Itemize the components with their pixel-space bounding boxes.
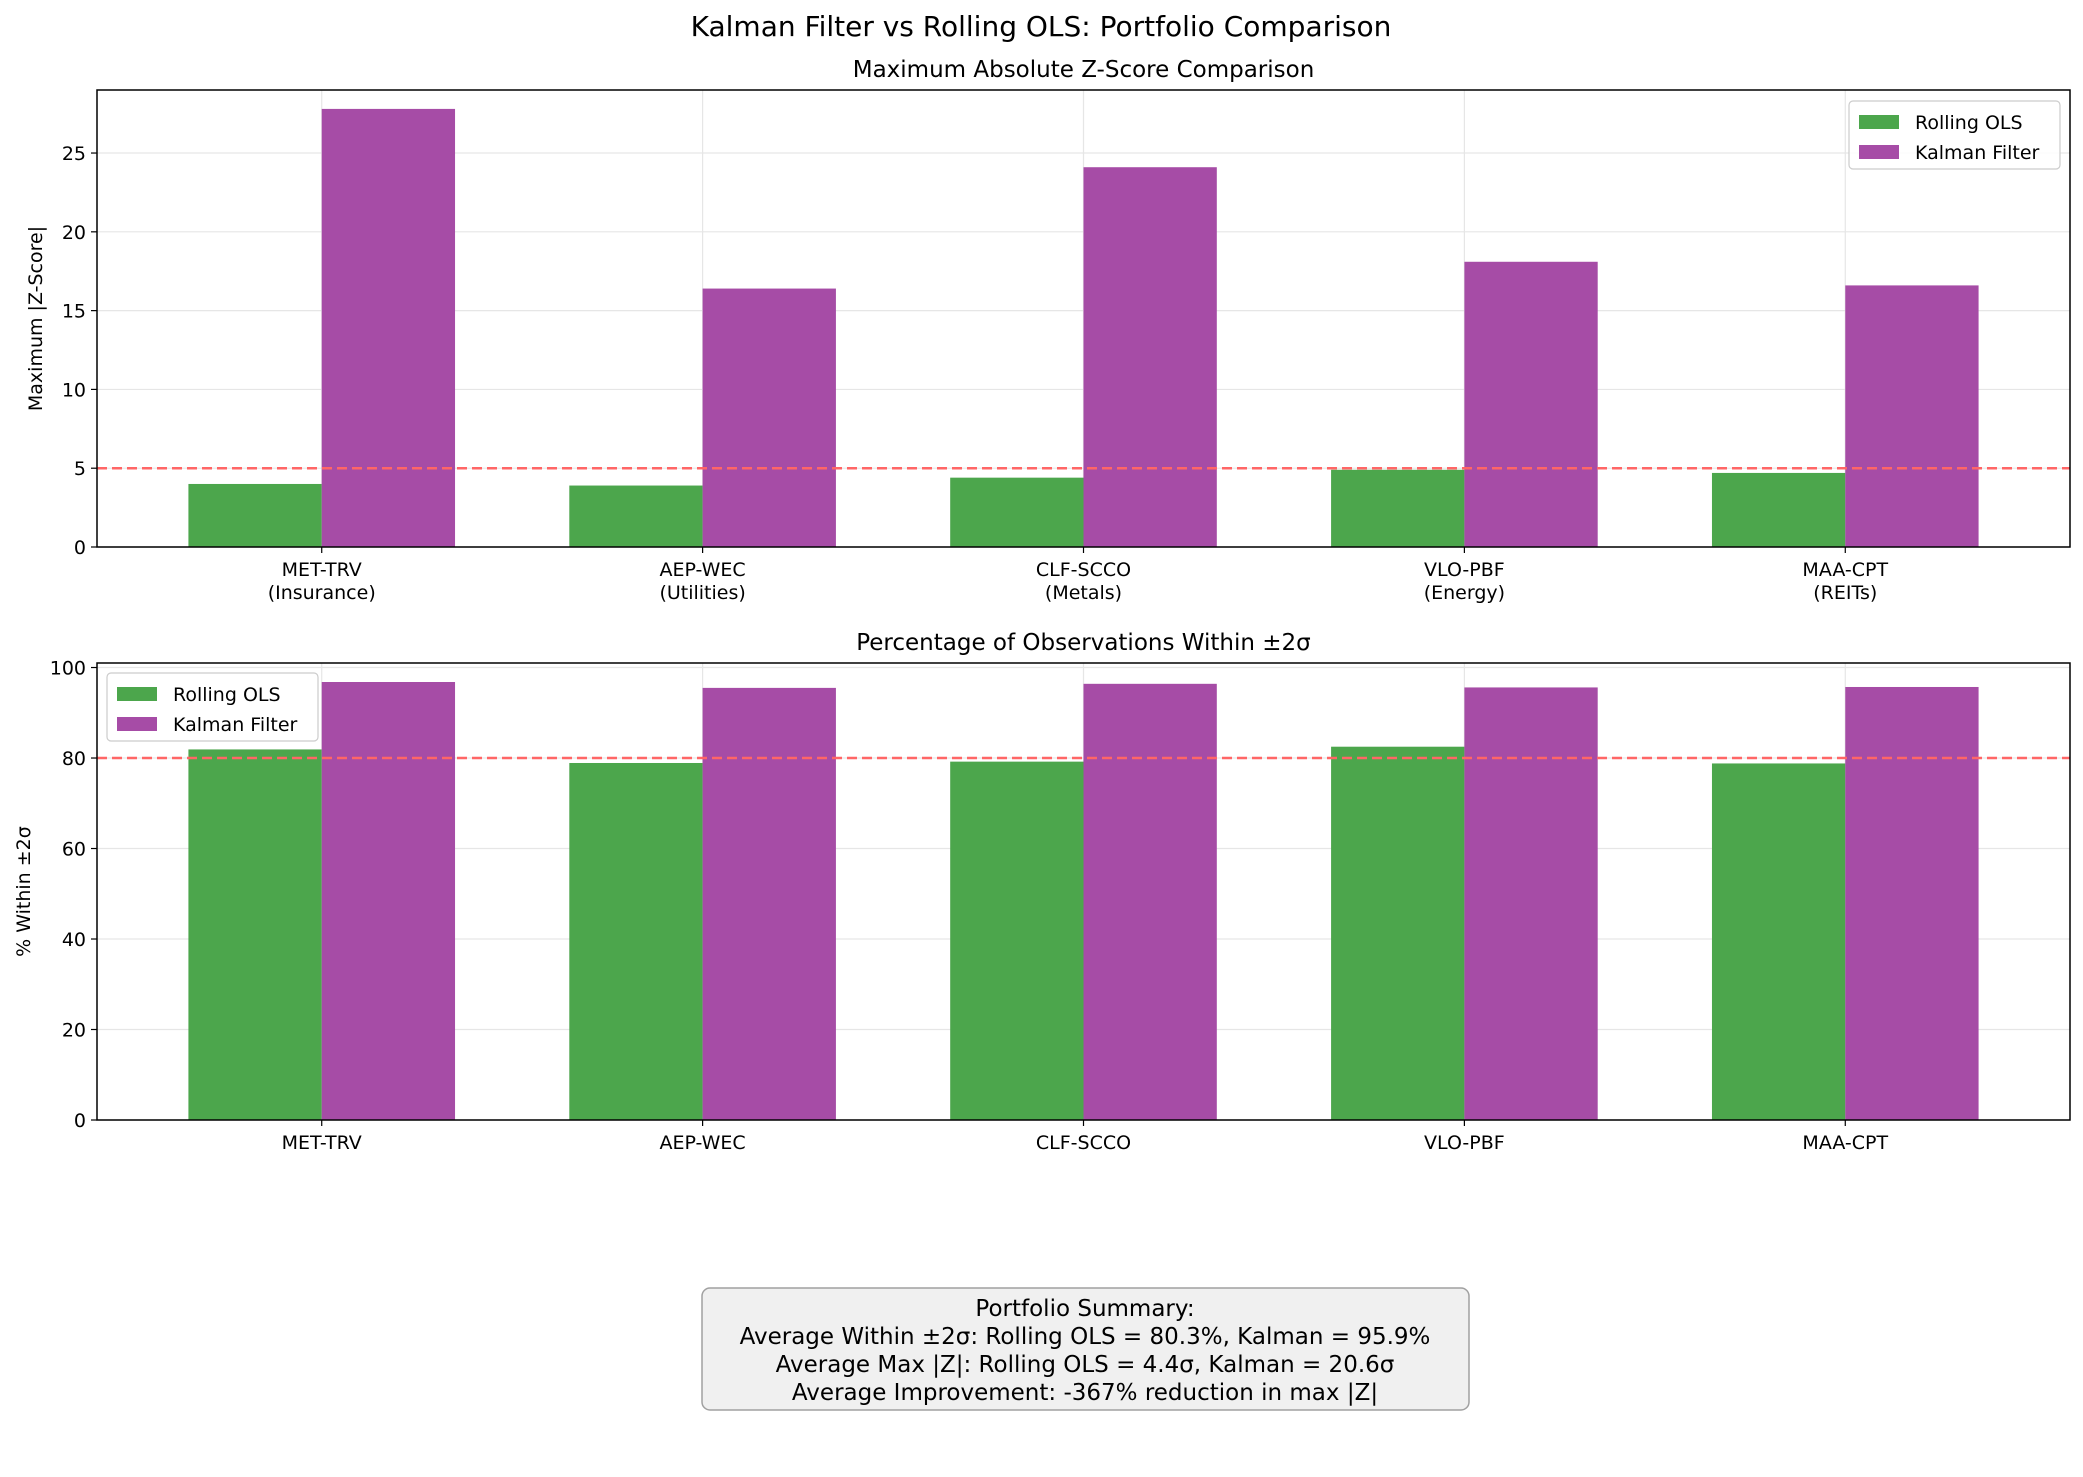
legend-label: Kalman Filter xyxy=(173,714,298,736)
x-tick-label-line: MAA-CPT xyxy=(1802,1132,1888,1154)
x-tick-label: AEP-WEC xyxy=(660,1132,746,1154)
y-tick-label: 20 xyxy=(62,1020,86,1042)
x-tick-label-line: (Metals) xyxy=(1045,582,1122,604)
summary-line: Average Within ±2σ: Rolling OLS = 80.3%,… xyxy=(740,1324,1431,1350)
legend-swatch-kalman-filter xyxy=(1859,145,1899,159)
y-tick-label: 60 xyxy=(62,839,86,861)
y-tick-label: 25 xyxy=(62,143,86,165)
bar-kalman-filter xyxy=(702,687,836,1120)
y-tick-label: 100 xyxy=(50,658,86,680)
y-tick-label: 80 xyxy=(62,748,86,770)
summary-box-background xyxy=(701,1287,1470,1411)
x-tick-label: MET-TRV xyxy=(282,1132,362,1154)
y-axis-label: Maximum |Z-Score| xyxy=(25,226,47,411)
bar-rolling-ols xyxy=(188,749,322,1120)
x-tick-label: CLF-SCCO xyxy=(1036,1132,1131,1154)
bar-kalman-filter xyxy=(321,108,456,548)
bar-rolling-ols xyxy=(569,485,703,547)
bar-kalman-filter xyxy=(1845,285,1979,547)
legend-swatch-kalman-filter xyxy=(117,717,157,731)
x-tick-label-line: AEP-WEC xyxy=(660,1132,746,1154)
bar-rolling-ols xyxy=(950,477,1084,547)
legend-box xyxy=(106,672,319,742)
bar-kalman-filter xyxy=(1083,683,1217,1120)
legend-label: Kalman Filter xyxy=(1915,142,2040,164)
bar-rolling-ols xyxy=(1711,763,1846,1120)
legend-box xyxy=(1848,100,2061,170)
bar-rolling-ols xyxy=(1331,469,1465,547)
x-tick-label: MAA-CPT xyxy=(1802,1132,1888,1154)
x-tick-label: CLF-SCCO (Metals) xyxy=(1036,559,1131,604)
summary-line: Average Max |Z|: Rolling OLS = 4.4σ, Kal… xyxy=(776,1352,1395,1378)
within-2sigma-chart: Percentage of Observations Within ±2σ 0 20… xyxy=(13,630,2071,1154)
summary-line: Average Improvement: -367% reduction in … xyxy=(792,1380,1378,1406)
legend-label: Rolling OLS xyxy=(1915,112,2023,134)
bar-kalman-filter xyxy=(1464,687,1598,1120)
y-tick-label: 0 xyxy=(74,1110,86,1132)
legend-label: Rolling OLS xyxy=(173,684,281,706)
zscore-chart: Maximum Absolute Z-Score Comparison 0 5 10 1… xyxy=(25,57,2071,604)
bar-rolling-ols xyxy=(569,762,703,1120)
legend-swatch-rolling-ols xyxy=(117,687,157,701)
bar-rolling-ols xyxy=(950,761,1084,1120)
bar-kalman-filter xyxy=(702,288,836,547)
y-tick-label: 15 xyxy=(62,301,86,323)
x-tick-label-line: (Energy) xyxy=(1424,582,1505,604)
x-tick-label-line: MAA-CPT xyxy=(1802,559,1888,581)
x-tick-label: MET-TRV (Insurance) xyxy=(268,559,376,604)
x-tick-label: MAA-CPT (REITs) xyxy=(1802,559,1888,604)
x-tick-label-line: MET-TRV xyxy=(282,559,362,581)
legend-swatch-rolling-ols xyxy=(1859,115,1899,129)
bar-rolling-ols xyxy=(188,483,322,547)
y-tick-label: 40 xyxy=(62,929,86,951)
bar-rolling-ols xyxy=(1331,746,1465,1120)
portfolio-summary-box: Portfolio Summary: Average Within ±2σ: R… xyxy=(701,1287,1470,1411)
x-tick-label-line: (Utilities) xyxy=(659,582,745,604)
y-tick-label: 20 xyxy=(62,222,86,244)
summary-line: Portfolio Summary: xyxy=(975,1296,1194,1322)
y-tick-label: 10 xyxy=(62,379,86,401)
x-tick-label-line: CLF-SCCO xyxy=(1036,559,1131,581)
x-tick-label: AEP-WEC (Utilities) xyxy=(659,559,745,604)
bar-kalman-filter xyxy=(321,682,456,1120)
figure-title: Kalman Filter vs Rolling OLS: Portfolio … xyxy=(691,10,1392,43)
x-tick-label: VLO-PBF (Energy) xyxy=(1424,559,1505,604)
y-axis-label: % Within ±2σ xyxy=(13,826,35,957)
x-tick-label-line: (REITs) xyxy=(1813,582,1877,604)
y-tick-label: 5 xyxy=(74,458,86,480)
bar-rolling-ols xyxy=(1711,472,1846,547)
x-tick-label-line: MET-TRV xyxy=(282,1132,362,1154)
chart-title: Percentage of Observations Within ±2σ xyxy=(856,630,1311,656)
bar-kalman-filter xyxy=(1083,167,1217,548)
x-tick-label-line: CLF-SCCO xyxy=(1036,1132,1131,1154)
x-tick-label-line: VLO-PBF xyxy=(1424,559,1505,581)
bar-kalman-filter xyxy=(1845,686,1979,1120)
x-tick-label: VLO-PBF xyxy=(1424,1132,1505,1154)
chart-title: Maximum Absolute Z-Score Comparison xyxy=(853,57,1315,83)
bar-kalman-filter xyxy=(1464,261,1598,547)
x-tick-label-line: AEP-WEC xyxy=(660,559,746,581)
x-tick-label-line: VLO-PBF xyxy=(1424,1132,1505,1154)
x-tick-label-line: (Insurance) xyxy=(268,582,376,604)
y-tick-label: 0 xyxy=(74,537,86,559)
